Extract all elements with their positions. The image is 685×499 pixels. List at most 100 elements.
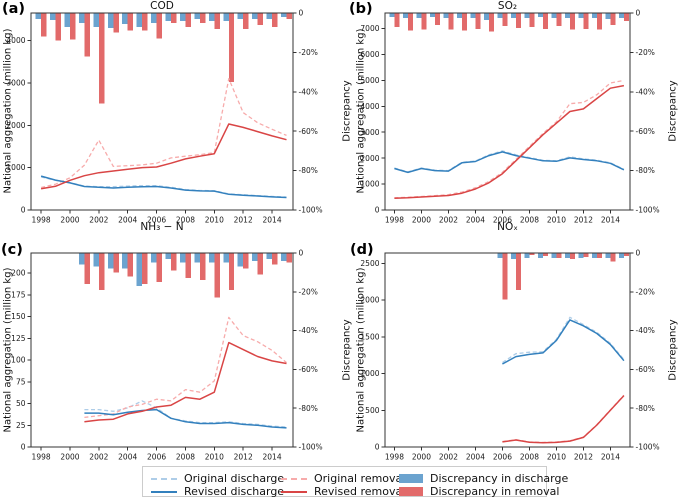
svg-text:2004: 2004 — [118, 453, 137, 462]
discharge-bar — [591, 13, 597, 18]
line-original-removal — [84, 316, 287, 419]
svg-text:-80%: -80% — [299, 404, 318, 413]
svg-text:-20%: -20% — [636, 287, 655, 296]
svg-text:0: 0 — [21, 206, 26, 215]
removal-bar — [583, 253, 589, 257]
svg-text:2002: 2002 — [89, 216, 108, 225]
title-cod: COD — [150, 0, 174, 12]
discharge-bar — [93, 253, 99, 267]
svg-text:0: 0 — [299, 249, 304, 258]
removal-bar — [156, 253, 163, 283]
removal-bar — [448, 13, 454, 30]
axes-spines — [30, 252, 294, 448]
discharge-bar — [443, 13, 449, 18]
discharge-bar — [551, 13, 557, 18]
line-original-discharge — [84, 400, 287, 428]
removal-bar — [171, 253, 177, 271]
removal-bar — [185, 253, 191, 279]
discharge-bar — [564, 253, 570, 258]
removal-bar — [461, 13, 468, 31]
discrepancy-bars — [389, 13, 630, 32]
removal-bar — [583, 13, 589, 29]
line-revised-removal — [394, 84, 625, 200]
svg-text:2000: 2000 — [412, 216, 431, 225]
axis-ticks — [381, 252, 634, 451]
svg-text:7000: 7000 — [360, 24, 379, 33]
discharge-bar — [510, 13, 516, 18]
removal-bar — [556, 13, 562, 26]
title-nh3n: NH₃ − N — [140, 221, 184, 233]
removal-bar — [243, 13, 249, 29]
svg-text:1998: 1998 — [32, 216, 51, 225]
panel-label-a: (a) — [2, 1, 26, 17]
removal-bar — [529, 253, 535, 255]
removal-bar — [142, 13, 148, 31]
discharge-bar — [179, 13, 186, 21]
line-original-discharge — [502, 316, 625, 364]
svg-text:-20%: -20% — [299, 287, 318, 296]
removal-bar — [569, 253, 576, 259]
removal-bar — [257, 253, 264, 275]
axes-spines — [30, 12, 294, 211]
removal-bar — [214, 13, 220, 29]
removal-bar — [69, 13, 76, 40]
discharge-bar — [281, 253, 287, 261]
discharge-bar — [237, 253, 244, 267]
svg-text:2006: 2006 — [493, 453, 512, 462]
svg-text:2010: 2010 — [205, 453, 224, 462]
removal-bar — [286, 253, 292, 263]
discharge-bar — [208, 13, 215, 21]
removal-bar — [596, 253, 603, 258]
discharge-bar — [107, 253, 114, 269]
discharge-bar — [194, 13, 200, 19]
removal-bar — [623, 253, 630, 256]
svg-text:2500: 2500 — [360, 259, 379, 268]
discharge-bar — [223, 253, 229, 263]
svg-text:-60%: -60% — [636, 127, 655, 136]
svg-text:-100%: -100% — [299, 206, 323, 215]
legend-label: Discrepancy in discharge — [430, 472, 569, 485]
axis-tick-labels: 02550751001251501752000-20%-40%-60%-80%-… — [11, 249, 322, 462]
removal-bar — [610, 13, 616, 25]
discharge-bar — [64, 13, 70, 27]
legend-label: Discrepancy in removal — [430, 485, 560, 498]
svg-text:-80%: -80% — [636, 166, 655, 175]
title-so2: SO₂ — [497, 0, 518, 12]
discharge-bar — [618, 253, 624, 258]
line-original-removal — [40, 78, 287, 189]
svg-text:-80%: -80% — [636, 404, 655, 413]
svg-text:0: 0 — [21, 443, 26, 452]
discharge-bar — [537, 253, 543, 258]
removal-bar — [286, 13, 292, 19]
discharge-bar — [194, 253, 200, 263]
svg-text:2000: 2000 — [360, 154, 379, 163]
svg-text:-40%: -40% — [299, 87, 318, 96]
axes-spines — [384, 12, 631, 211]
line-original-removal — [502, 394, 625, 444]
discharge-bar — [122, 13, 128, 24]
svg-text:-60%: -60% — [299, 127, 318, 136]
axis-ticks — [27, 12, 297, 214]
legend-item-revised-removal: Revised removal — [281, 484, 405, 499]
removal-bar — [272, 253, 278, 265]
discharge-bar — [93, 13, 99, 27]
svg-text:0: 0 — [299, 9, 304, 18]
discrepancy-bars — [35, 13, 292, 104]
svg-text:175: 175 — [11, 290, 26, 299]
svg-text:2014: 2014 — [263, 216, 282, 225]
ylabel-right-d: Discrepancy — [667, 319, 679, 381]
svg-text:2012: 2012 — [574, 453, 593, 462]
removal-bar — [475, 13, 481, 29]
svg-text:3000: 3000 — [6, 79, 25, 88]
discharge-bar — [537, 13, 543, 17]
discrepancy-removal-patch — [399, 487, 423, 496]
svg-text:2000: 2000 — [360, 296, 379, 305]
line-revised-discharge — [502, 319, 625, 365]
discrepancy-bars — [497, 253, 630, 300]
removal-bar — [515, 13, 522, 28]
svg-text:125: 125 — [11, 334, 26, 343]
removal-bar — [84, 13, 90, 57]
svg-text:2010: 2010 — [547, 216, 566, 225]
svg-text:-80%: -80% — [299, 166, 318, 175]
removal-bar — [272, 13, 278, 27]
